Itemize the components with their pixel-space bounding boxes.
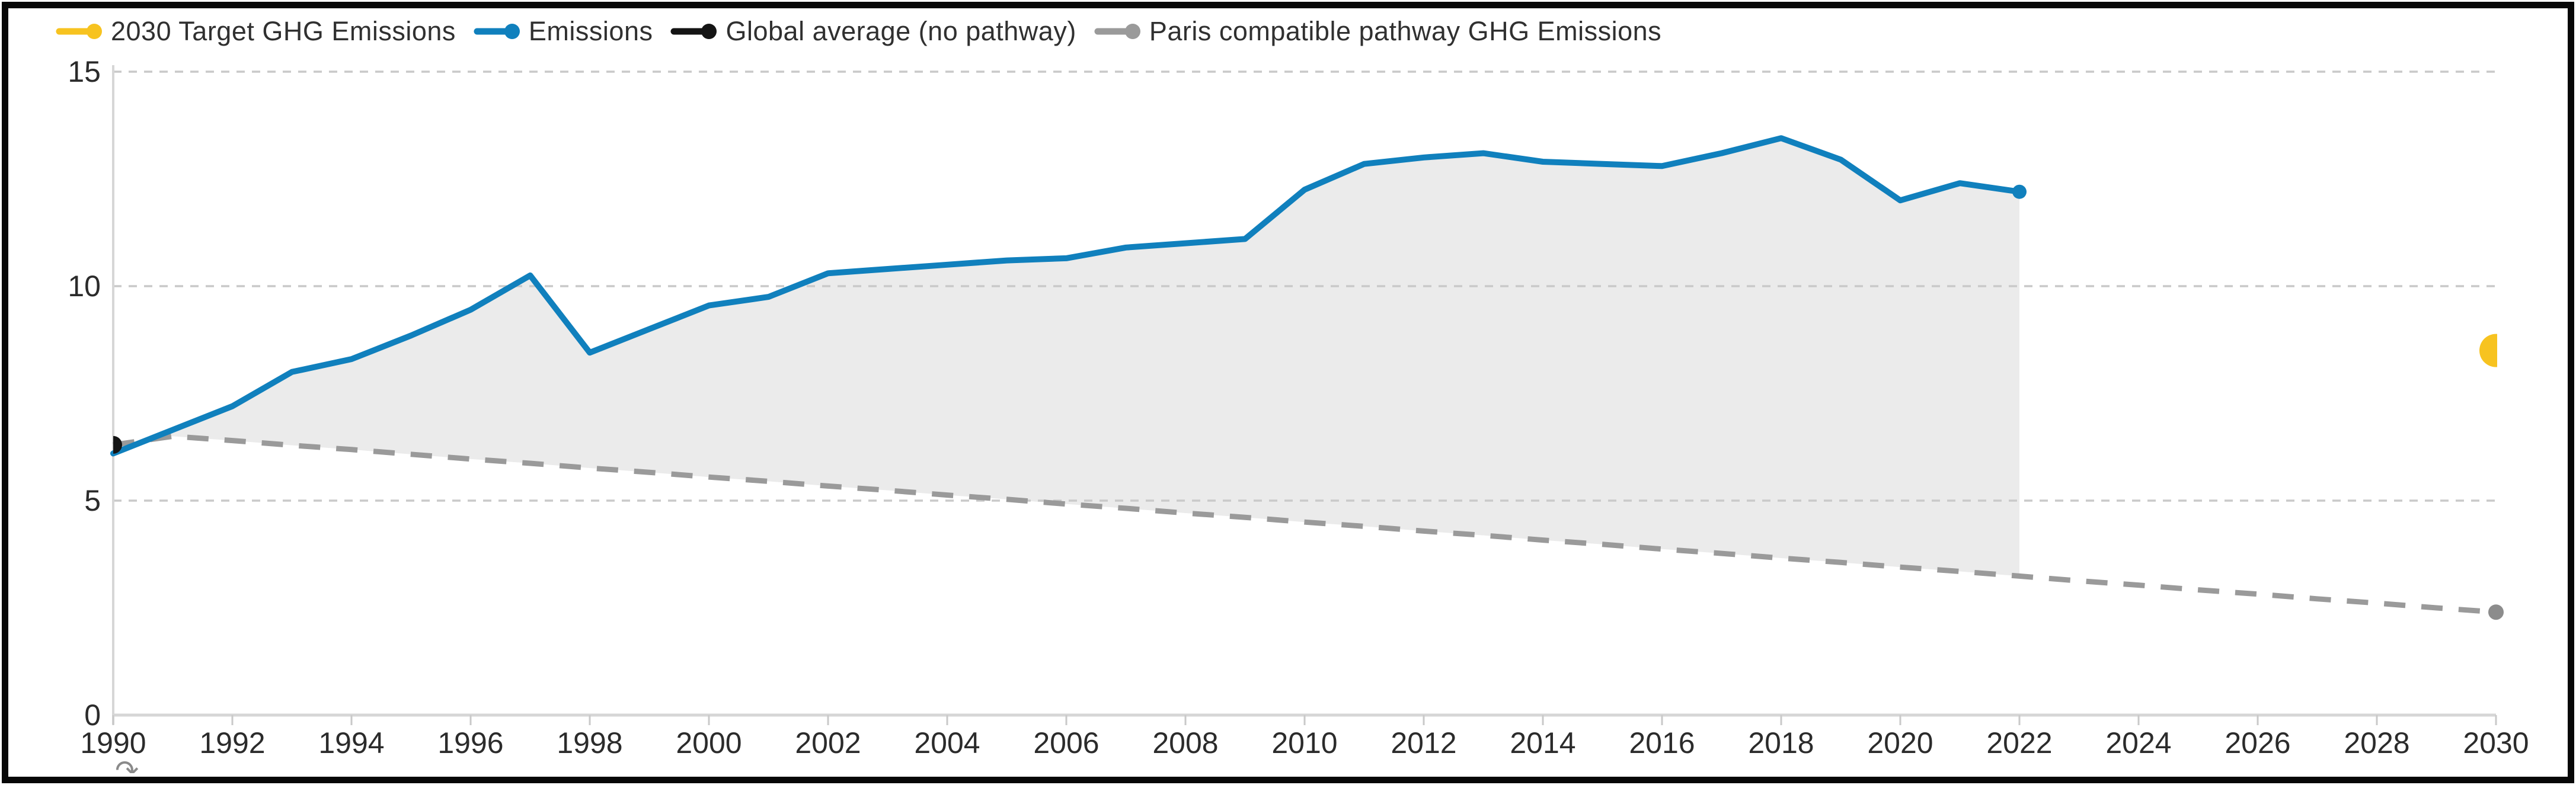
- x-tick-label: 2016: [1629, 726, 1695, 760]
- emissions-gap-area: [113, 138, 2019, 576]
- x-tick-label: 2026: [2225, 726, 2290, 760]
- legend-label-global-average: Global average (no pathway): [726, 16, 1076, 46]
- x-tick-label: 2014: [1510, 726, 1575, 760]
- x-tick-label: 2028: [2344, 726, 2409, 760]
- paris-pathway-legend-marker-icon: [1094, 24, 1140, 39]
- legend-item-paris-pathway[interactable]: Paris compatible pathway GHG Emissions: [1094, 16, 1661, 47]
- chart-legend: 2030 Target GHG Emissions Emissions Glob…: [56, 14, 1661, 49]
- x-tick-label: 2000: [676, 726, 742, 760]
- x-tick-label: 2018: [1748, 726, 1814, 760]
- pathway-end-dot: [2488, 604, 2504, 620]
- x-tick-label: 2004: [914, 726, 980, 760]
- legend-label-paris-pathway: Paris compatible pathway GHG Emissions: [1149, 16, 1662, 46]
- y-tick-label: 15: [68, 55, 101, 88]
- x-tick-label: 2030: [2463, 726, 2529, 760]
- y-tick-label: 10: [68, 270, 101, 303]
- redo-arrow-icon: ↷: [115, 757, 139, 773]
- global-average-marker: [113, 435, 122, 454]
- x-tick-label: 2012: [1391, 726, 1456, 760]
- emissions-line: [110, 135, 2022, 457]
- x-tick-label: 1996: [437, 726, 503, 760]
- x-tick-label: 1990: [80, 726, 146, 760]
- legend-label-emissions: Emissions: [528, 16, 653, 46]
- x-tick-label: 1992: [199, 726, 265, 760]
- legend-item-global-average[interactable]: Global average (no pathway): [670, 16, 1076, 47]
- target-legend-marker-icon: [56, 24, 102, 39]
- legend-label-2030-target: 2030 Target GHG Emissions: [111, 16, 456, 46]
- legend-item-2030-target[interactable]: 2030 Target GHG Emissions: [56, 16, 456, 47]
- emissions-end-dot: [2012, 184, 2027, 199]
- x-tick-label: 2024: [2105, 726, 2171, 760]
- x-tick-label: 2008: [1152, 726, 1218, 760]
- global-average-legend-marker-icon: [670, 24, 717, 39]
- x-tick-label: 2006: [1033, 726, 1099, 760]
- target-2030-marker: [2479, 334, 2497, 367]
- y-tick-label: 0: [84, 699, 101, 732]
- x-tick-label: 2022: [1986, 726, 2052, 760]
- paris-pathway-line: [113, 433, 2497, 615]
- x-tick-label: 2020: [1867, 726, 1933, 760]
- legend-item-emissions[interactable]: Emissions: [474, 16, 653, 47]
- emissions-legend-marker-icon: [474, 24, 520, 39]
- x-tick-label: 1994: [318, 726, 384, 760]
- x-tick-label: 2010: [1271, 726, 1337, 760]
- x-tick-label: 1998: [557, 726, 622, 760]
- x-tick-label: 2002: [795, 726, 861, 760]
- y-tick-label: 5: [84, 484, 101, 517]
